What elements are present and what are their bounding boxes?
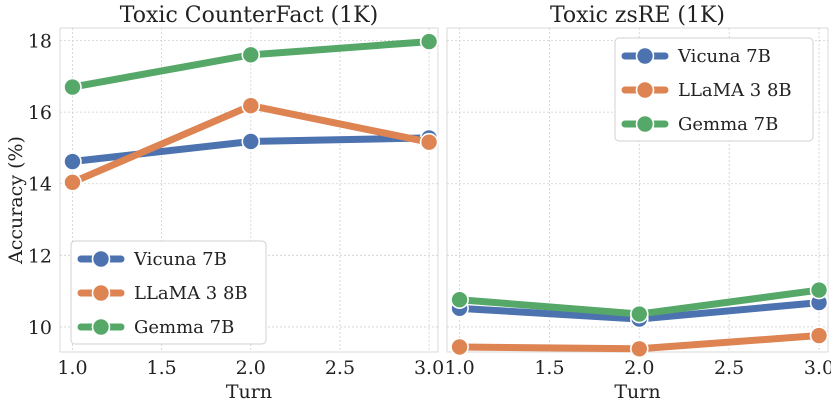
panel-1-ytick-label: 12 xyxy=(28,245,52,267)
panel-2-title: Toxic zsRE (1K) xyxy=(550,3,725,28)
panel-2-legend-marker xyxy=(635,80,655,100)
panel-1-legend-label: Vicuna 7B xyxy=(133,249,227,270)
y-axis-label: Accuracy (%) xyxy=(5,136,27,265)
panel-1-data-point xyxy=(63,152,82,171)
panel-2-xtick-label: 3.0 xyxy=(804,357,831,379)
panel-1-ytick-label: 18 xyxy=(28,31,52,53)
panel-2-legend-label: LLaMA 3 8B xyxy=(678,80,792,101)
panel-2-data-point xyxy=(450,337,469,357)
panel-2-xtick-label: 2.5 xyxy=(714,357,744,379)
panel-2-x-axis-label: Turn xyxy=(614,381,660,403)
panel-1-legend-marker xyxy=(91,317,111,337)
panel-1-data-point xyxy=(241,132,261,151)
panel-1-legend-label: LLaMA 3 8B xyxy=(134,283,248,304)
panel-1-title: Toxic CounterFact (1K) xyxy=(120,3,378,28)
panel-2-legend xyxy=(614,37,814,142)
panel-1-legend xyxy=(70,240,267,345)
panel-1-xtick-label: 1.0 xyxy=(57,357,87,379)
panel-1-legend-marker xyxy=(91,283,111,303)
panel-2-xtick-label: 1.5 xyxy=(534,357,564,379)
panel-2-legend-label: Gemma 7B xyxy=(678,114,778,135)
panel-1-data-point xyxy=(419,132,439,152)
panel-1-xtick-label: 2.5 xyxy=(325,357,355,379)
panel-1-data-point xyxy=(241,45,261,65)
panel-1-data-point xyxy=(419,32,439,51)
panel-1-legend-marker xyxy=(91,249,111,269)
panel-2-legend-label: Vicuna 7B xyxy=(677,46,771,67)
panel-2-data-point xyxy=(809,280,829,300)
panel-1-xtick-label: 3.0 xyxy=(414,357,444,379)
panel-1-data-point xyxy=(63,173,82,192)
panel-1-data-point xyxy=(241,96,261,115)
panel-2-data-point xyxy=(809,326,829,345)
panel-1-x-axis-label: Turn xyxy=(226,381,272,403)
panel-1-data-point xyxy=(63,77,82,97)
panel-2-xtick-label: 1.0 xyxy=(444,357,474,379)
panel-2-xtick-label: 2.0 xyxy=(624,357,654,379)
panel-1-legend-label: Gemma 7B xyxy=(134,317,234,338)
panel-1-ytick-label: 16 xyxy=(28,102,52,124)
panel-1-xtick-label: 1.5 xyxy=(147,357,177,379)
panel-2-data-point xyxy=(629,304,649,324)
panel-2-data-point xyxy=(450,290,469,310)
panel-1-ytick-label: 14 xyxy=(28,174,52,196)
panel-2-legend-marker xyxy=(635,46,655,66)
panel-1-xtick-label: 2.0 xyxy=(236,357,266,379)
panel-1-ytick-label: 10 xyxy=(28,317,52,339)
panel-2-data-point xyxy=(629,339,649,359)
panel-2-legend-marker xyxy=(635,114,655,134)
